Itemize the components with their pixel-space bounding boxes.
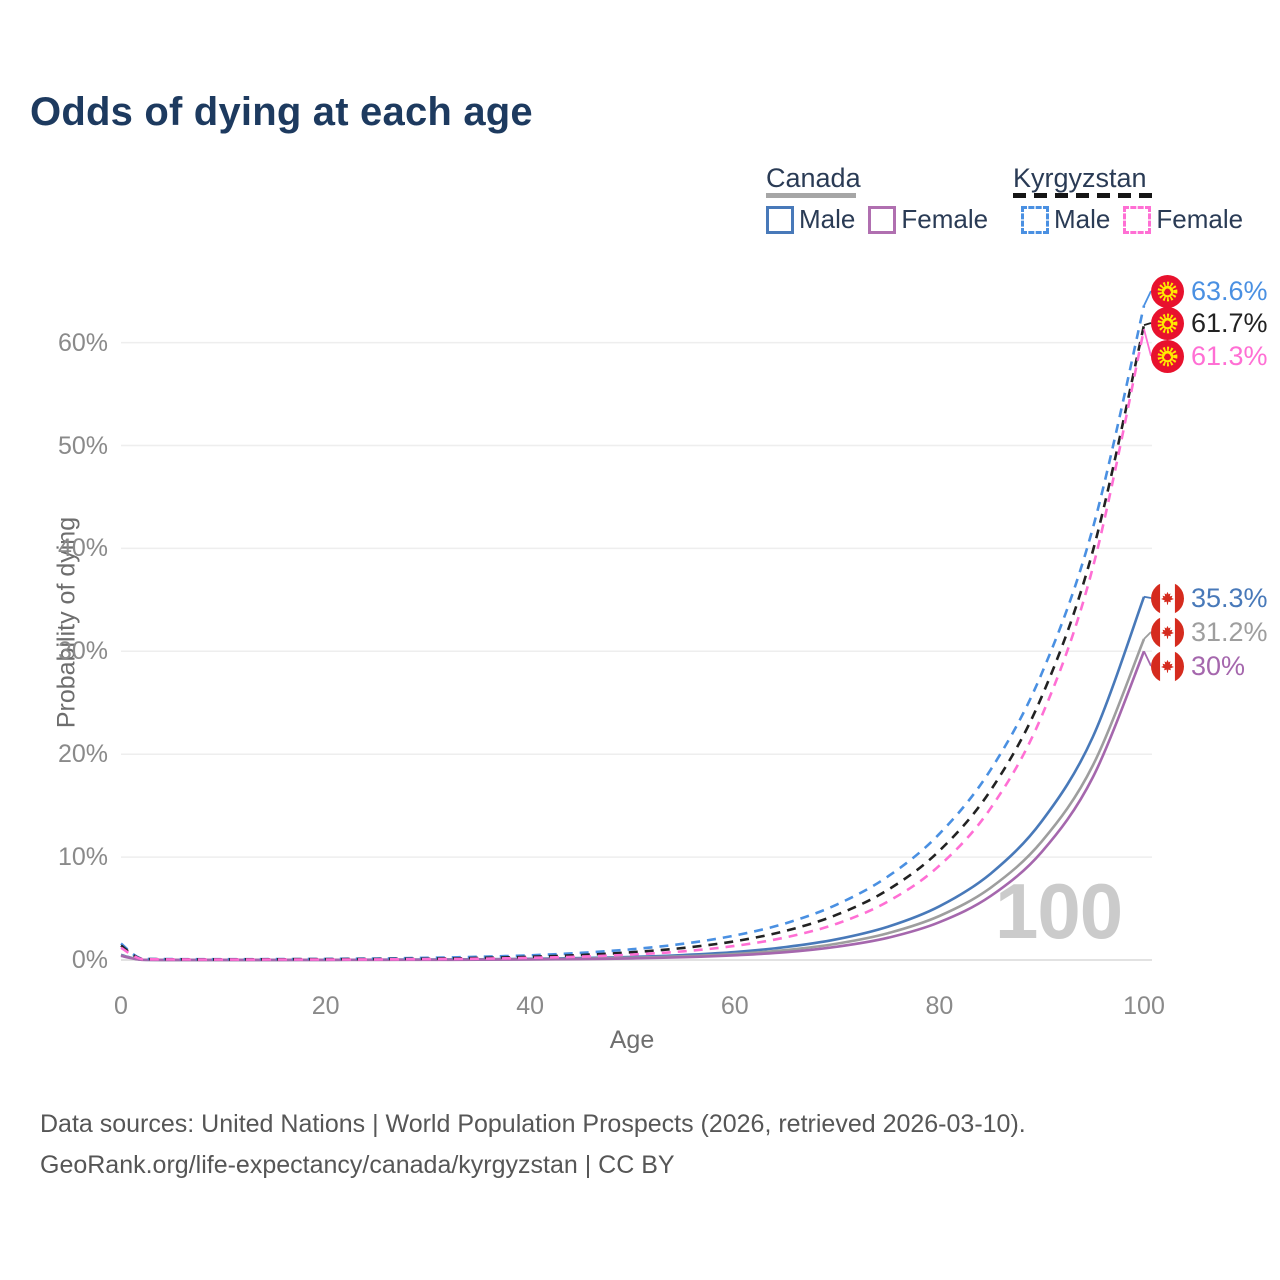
data-sources-text: Data sources: United Nations | World Pop… bbox=[40, 1110, 1026, 1138]
end-label-kyrgyzstan-male: 63.6% bbox=[1151, 274, 1268, 308]
label-connector bbox=[1143, 595, 1152, 599]
label-connector bbox=[1143, 328, 1152, 357]
end-label-canada-female: 30% bbox=[1151, 649, 1245, 683]
canada-male-swatch-icon bbox=[766, 205, 794, 234]
canada-flag-icon bbox=[1151, 582, 1184, 615]
end-label-value: 35.3% bbox=[1191, 582, 1268, 613]
legend-label: Female bbox=[1156, 204, 1244, 234]
legend-label: Female bbox=[901, 204, 989, 234]
kyrgyzstan-female-swatch-icon bbox=[1123, 205, 1152, 234]
line-canada-female bbox=[120, 650, 1146, 962]
label-connector bbox=[1143, 631, 1152, 640]
canada-flag-icon bbox=[1151, 650, 1184, 683]
legend-item-kyrgyzstan-female[interactable]: Female bbox=[1123, 204, 1243, 235]
canada-flag-icon bbox=[1151, 616, 1184, 649]
x-axis-title: Age bbox=[609, 1026, 655, 1054]
kyrgyzstan-flag-icon bbox=[1151, 340, 1184, 373]
end-label-value: 63.6% bbox=[1191, 275, 1268, 306]
legend-label: Male bbox=[799, 204, 856, 234]
end-label-kyrgyzstan-both-sexes: 61.7% bbox=[1151, 306, 1268, 340]
end-label-canada-both-sexes: 31.2% bbox=[1151, 615, 1268, 649]
x-tick-label: 100 bbox=[1123, 992, 1165, 1020]
legend-label: Male bbox=[1054, 204, 1111, 234]
end-label-kyrgyzstan-female: 61.3% bbox=[1151, 339, 1268, 373]
line-kyrgyzstan-both-sexes bbox=[120, 324, 1146, 961]
line-kyrgyzstan-male bbox=[120, 305, 1146, 961]
legend-canada-underline-solid bbox=[766, 193, 856, 198]
legend-group-kyrgyzstan: Male Female bbox=[1021, 204, 1243, 235]
legend-kyrgyzstan-header: Kyrgyzstan bbox=[1013, 163, 1147, 193]
line-kyrgyzstan-female bbox=[120, 328, 1146, 961]
x-tick-label: 0 bbox=[114, 992, 128, 1020]
y-tick-label: 50% bbox=[57, 431, 108, 460]
legend-group-canada: Male Female bbox=[766, 204, 988, 235]
page-title: Odds of dying at each age bbox=[30, 90, 533, 134]
legend-item-kyrgyzstan-male[interactable]: Male bbox=[1021, 204, 1110, 235]
x-tick-label: 40 bbox=[516, 992, 545, 1020]
kyrgyzstan-male-swatch-icon bbox=[1021, 205, 1049, 234]
line-canada-both-sexes bbox=[120, 638, 1146, 962]
y-tick-label: 20% bbox=[57, 740, 108, 769]
end-label-value: 30% bbox=[1191, 650, 1246, 681]
end-label-canada-male: 35.3% bbox=[1151, 581, 1268, 615]
end-label-value: 61.7% bbox=[1191, 307, 1268, 338]
label-connector bbox=[1143, 322, 1152, 326]
kyrgyzstan-flag-icon bbox=[1151, 307, 1184, 340]
kyrgyzstan-flag-icon bbox=[1151, 275, 1184, 308]
attribution-text: GeoRank.org/life-expectancy/canada/kyrgy… bbox=[40, 1151, 675, 1179]
legend-item-canada-female[interactable]: Female bbox=[868, 204, 988, 235]
label-connector bbox=[1143, 650, 1152, 667]
y-tick-label: 60% bbox=[57, 328, 108, 357]
x-tick-label: 20 bbox=[311, 992, 340, 1020]
legend-item-canada-male[interactable]: Male bbox=[766, 204, 855, 235]
y-axis-title: Probability of dying bbox=[52, 516, 81, 729]
y-tick-label: 10% bbox=[57, 843, 108, 872]
x-tick-label: 60 bbox=[720, 992, 749, 1020]
y-tick-label: 40% bbox=[57, 534, 108, 563]
x-tick-label: 80 bbox=[925, 992, 954, 1020]
legend-canada-header: Canada bbox=[766, 163, 861, 193]
age-watermark: 100 bbox=[995, 867, 1123, 955]
canada-female-swatch-icon bbox=[868, 205, 897, 234]
footer: Data sources: United Nations | World Pop… bbox=[40, 1104, 1026, 1186]
y-tick-label: 30% bbox=[57, 637, 108, 666]
legend-kyrgyzstan-underline-dashed bbox=[1013, 193, 1156, 198]
end-label-value: 31.2% bbox=[1191, 616, 1268, 647]
y-tick-label: 0% bbox=[71, 946, 108, 974]
end-label-value: 61.3% bbox=[1191, 340, 1268, 371]
label-connector bbox=[1143, 290, 1152, 306]
